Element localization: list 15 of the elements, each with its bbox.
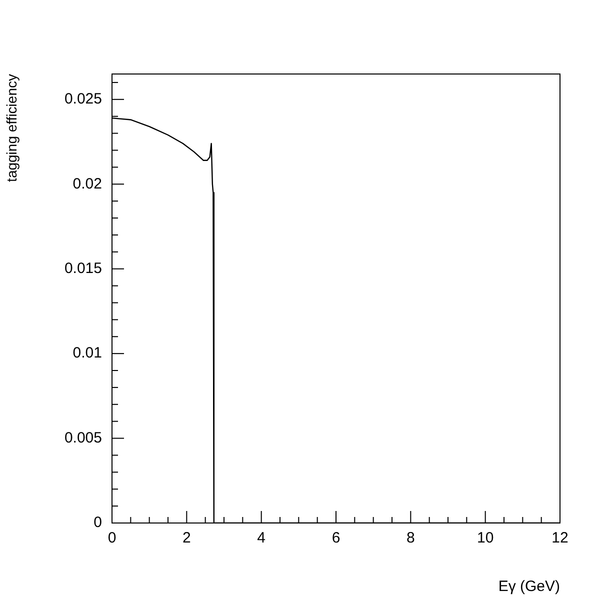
x-tick-label: 6 bbox=[332, 530, 340, 547]
y-axis-title: tagging efficiency bbox=[3, 74, 20, 182]
y-tick-label: 0.025 bbox=[64, 90, 102, 108]
y-tick-label: 0.005 bbox=[64, 429, 102, 446]
y-tick-label: 0.015 bbox=[64, 260, 102, 277]
y-tick-label: 0 bbox=[94, 514, 102, 532]
x-tick-label: 0 bbox=[108, 530, 116, 547]
x-tick-label: 2 bbox=[182, 530, 191, 547]
x-tick-label: 10 bbox=[476, 530, 494, 547]
y-tick-label: 0.01 bbox=[72, 344, 102, 362]
y-tick-label: 0.02 bbox=[72, 175, 102, 192]
x-tick-label: 4 bbox=[257, 530, 266, 547]
x-tick-label: 8 bbox=[406, 530, 415, 547]
x-axis-title: Eγ (GeV) bbox=[498, 578, 560, 596]
x-tick-label: 12 bbox=[552, 530, 568, 547]
